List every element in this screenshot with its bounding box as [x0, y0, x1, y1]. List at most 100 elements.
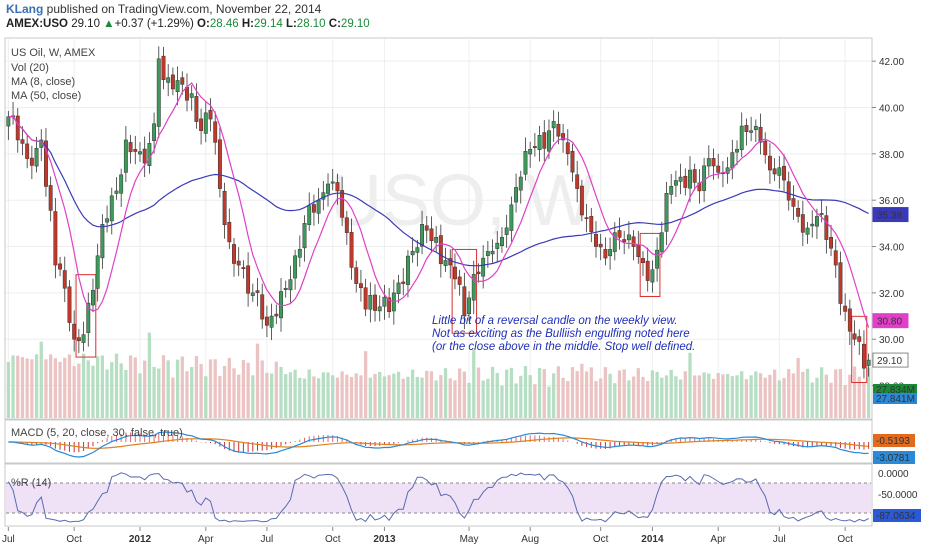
candle-body: [297, 248, 302, 258]
candle-body: [767, 155, 772, 171]
time-tick-label: 2012: [129, 534, 152, 545]
candle-body: [86, 302, 91, 334]
volume-bar: [448, 378, 452, 418]
volume-bar: [453, 380, 457, 418]
volume-bar: [260, 360, 264, 418]
candle-body: [438, 235, 443, 265]
volume-bar: [316, 378, 321, 418]
volume-bar: [49, 354, 53, 418]
volume-bar: [655, 371, 659, 418]
volume-bar: [815, 377, 819, 418]
legend-ma50: MA (50, close): [11, 90, 81, 102]
candle-body: [302, 223, 307, 249]
candle-body: [777, 167, 782, 176]
volume-bar: [222, 365, 227, 418]
volume-bar: [613, 383, 617, 418]
volume-bar: [410, 369, 415, 418]
candle-body: [222, 190, 227, 226]
candle-body: [76, 337, 81, 342]
candle-body: [382, 296, 387, 307]
candle-body: [565, 142, 570, 155]
candle-body: [203, 112, 208, 134]
candle-body: [363, 287, 368, 310]
candle-body: [655, 249, 660, 269]
volume-bar: [542, 369, 546, 418]
candle-body: [241, 267, 246, 269]
candle-body: [250, 292, 255, 296]
volume-bar: [354, 373, 358, 418]
volume-bar: [443, 368, 448, 418]
volume-bar: [622, 369, 626, 418]
volume-bar: [105, 369, 109, 418]
candle-body: [833, 250, 838, 266]
candle-body: [152, 123, 157, 141]
volume-bar: [11, 355, 15, 418]
author-link[interactable]: KLang: [6, 2, 44, 16]
ma8-line: [8, 82, 870, 328]
candle-body: [48, 185, 53, 211]
candle-body: [800, 214, 805, 233]
time-tick-label: Oct: [593, 534, 609, 545]
candle-body: [166, 77, 171, 83]
candle-body: [264, 316, 269, 326]
candle-body: [53, 211, 58, 266]
volume-bar: [674, 376, 678, 418]
price-tags: 35.38 30.80 29.10: [872, 207, 909, 368]
wr-band: [6, 483, 871, 513]
candle-body: [100, 224, 105, 259]
volume-bar: [584, 371, 589, 418]
volume-bar: [415, 376, 419, 418]
candle-body: [213, 121, 218, 143]
candle-body: [617, 230, 622, 238]
volume-bar: [782, 378, 786, 418]
volume-bar: [269, 373, 274, 418]
volume-bar: [476, 367, 481, 418]
volume-bar: [730, 376, 734, 418]
candle-body: [528, 148, 533, 155]
volume-bar: [556, 366, 561, 418]
volume-bar: [349, 376, 354, 418]
candle-body: [467, 297, 471, 315]
candle-body: [443, 260, 448, 266]
candle-body: [453, 266, 457, 280]
volume-bar: [669, 369, 673, 418]
candle-body: [819, 213, 824, 215]
candle-body: [683, 175, 688, 188]
volume-bar: [467, 382, 471, 418]
candle-body: [608, 249, 613, 257]
highlight-boxes: [75, 232, 868, 383]
candle-body: [514, 187, 519, 203]
volume-bar: [161, 355, 166, 418]
volume-bar: [284, 374, 288, 418]
volume-bar: [124, 369, 128, 418]
candle-body: [547, 130, 551, 152]
volume-bar: [114, 353, 119, 418]
macd-signal-line: [8, 437, 869, 449]
candle-body: [584, 217, 589, 220]
candle-body: [156, 58, 161, 127]
candle-body: [650, 269, 655, 283]
candle-body: [744, 125, 749, 132]
volume-bar: [805, 368, 810, 418]
volume-bar: [867, 367, 871, 418]
volume-bar: [368, 377, 372, 418]
candle-body: [358, 283, 363, 289]
volume-bar: [251, 375, 255, 418]
volume-bar: [519, 375, 523, 418]
candle-body: [105, 218, 110, 223]
volume-bar: [110, 362, 114, 418]
candle-body: [673, 180, 678, 186]
volume-bar: [274, 361, 278, 418]
time-tick-label: 2014: [641, 534, 664, 545]
time-tick-label: Oct: [66, 534, 82, 545]
price-tag-label: 29.10: [877, 356, 902, 367]
candle-body: [594, 234, 598, 247]
candle-body: [311, 204, 316, 213]
volume-bar: [119, 363, 123, 418]
candle-body: [749, 130, 754, 133]
volume-bar: [204, 376, 208, 418]
candle-body: [236, 260, 241, 266]
volume-bar: [697, 375, 702, 418]
volume-bar: [133, 357, 137, 418]
